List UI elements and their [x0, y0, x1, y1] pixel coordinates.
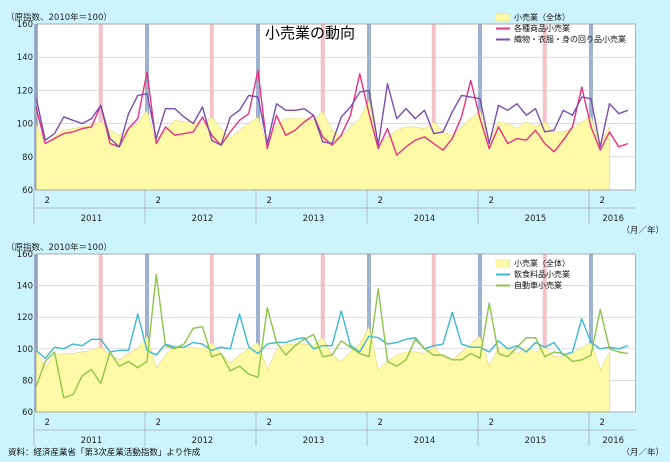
- august-stripe: [320, 24, 325, 190]
- index-label: （原指数、2010年＝100）: [6, 12, 112, 23]
- series-area-total: [35, 99, 610, 191]
- series-line-2: [35, 273, 629, 399]
- year-label: 2011: [81, 436, 103, 446]
- january-stripe: [478, 24, 482, 190]
- period-label: （月／年）: [621, 447, 664, 458]
- january-stripe: [145, 24, 149, 190]
- y-tick-label: 140: [17, 53, 33, 63]
- plot-frame: [35, 23, 636, 191]
- legend-entry: 自動車小売業: [514, 280, 562, 290]
- legend-entry: 飲食料品小売業: [514, 269, 570, 279]
- month-tick-label: 2: [600, 418, 605, 428]
- series-area-total: [35, 325, 610, 413]
- y-tick-label: 120: [17, 313, 33, 323]
- january-stripe: [145, 254, 149, 412]
- month-tick-label: 2: [45, 196, 50, 206]
- y-tick-label: 100: [17, 120, 33, 130]
- y-tick-label: 120: [17, 86, 33, 96]
- august-stripe: [431, 24, 436, 190]
- january-stripe: [478, 254, 482, 412]
- index-label: （原指数、2010年＝100）: [6, 242, 112, 253]
- year-label: 2011: [81, 214, 103, 224]
- chart-top: 60 80 100 120 140 160 2 2 2 2 2 2 2011 2012 2013 2014 20…: [6, 12, 664, 236]
- month-tick-label: 2: [378, 196, 383, 206]
- august-stripe: [320, 254, 325, 412]
- month-tick-label: 2: [267, 196, 272, 206]
- y-tick-label: 60: [22, 186, 33, 196]
- y-tick-label: 60: [22, 408, 33, 418]
- month-tick-label: 2: [267, 418, 272, 428]
- august-stripe: [431, 254, 436, 412]
- year-label: 2014: [414, 436, 436, 446]
- series-line-1: [35, 69, 629, 156]
- year-label: 2014: [414, 214, 436, 224]
- january-stripe: [256, 24, 260, 190]
- y-tick-label: 160: [17, 20, 33, 30]
- legend-entry: 小売業（全体）: [514, 258, 570, 268]
- year-label: 2013: [303, 214, 325, 224]
- y-tick-label: 80: [22, 376, 33, 386]
- legend-swatch: [495, 13, 511, 22]
- series-line-2: [35, 83, 629, 148]
- year-label: 2015: [525, 214, 547, 224]
- august-stripe: [98, 254, 103, 412]
- y-tick-label: 100: [17, 345, 33, 355]
- august-stripe: [209, 254, 214, 412]
- month-tick-label: 2: [156, 196, 161, 206]
- source-note: 資料：経済産業省「第3次産業活動指数」より作成: [8, 447, 201, 458]
- chart-bottom: 60 80 100 120 140 160 2 2 2 2 2 2 2011 2012 2013 2014 20…: [6, 242, 664, 458]
- year-label: 2016: [602, 436, 624, 446]
- plot-frame: [35, 253, 636, 413]
- series-line-1: [35, 310, 629, 359]
- month-tick-label: 2: [156, 418, 161, 428]
- month-tick-label: 2: [489, 196, 494, 206]
- legend-entry: 小売業（全体）: [514, 12, 570, 22]
- year-label: 2013: [303, 436, 325, 446]
- month-tick-label: 2: [378, 418, 383, 428]
- august-stripe: [542, 254, 547, 412]
- y-tick-label: 140: [17, 282, 33, 292]
- legend-entry: 織物・衣服・身の回り品小売業: [514, 34, 626, 44]
- january-stripe: [589, 254, 593, 412]
- chart-title: 小売業の動向: [265, 24, 355, 42]
- august-stripe: [542, 24, 547, 190]
- year-label: 2016: [602, 214, 624, 224]
- year-label: 2012: [192, 436, 214, 446]
- y-tick-label: 80: [22, 153, 33, 163]
- january-stripe: [589, 24, 593, 190]
- legend-entry: 各種商品小売業: [514, 23, 570, 33]
- month-tick-label: 2: [489, 418, 494, 428]
- august-stripe: [209, 24, 214, 190]
- legend-swatch: [495, 259, 511, 268]
- month-tick-label: 2: [45, 418, 50, 428]
- year-label: 2012: [192, 214, 214, 224]
- year-label: 2015: [525, 436, 547, 446]
- month-tick-label: 2: [600, 196, 605, 206]
- january-stripe: [256, 254, 260, 412]
- y-tick-label: 160: [17, 250, 33, 260]
- period-label: （月／年）: [621, 225, 664, 236]
